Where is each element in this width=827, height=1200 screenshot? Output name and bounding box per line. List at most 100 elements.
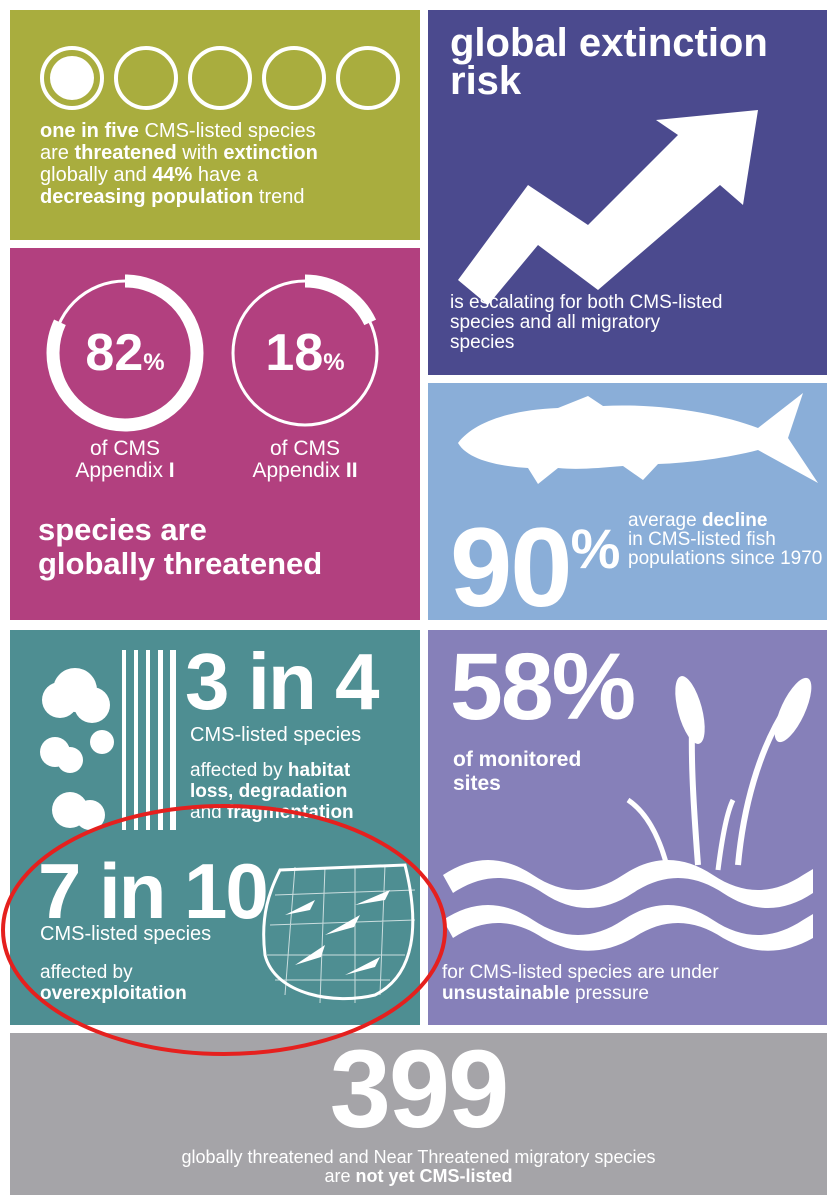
percent: 82: [85, 324, 143, 382]
text-line: loss, degradation: [190, 781, 354, 802]
text-line: overexploitation: [40, 983, 187, 1004]
forest-icon: [10, 650, 185, 860]
bold-text: not yet CMS-listed: [356, 1166, 513, 1186]
infographic: one in five CMS-listed speciesare threat…: [0, 0, 827, 1200]
text: Appendix: [252, 459, 345, 482]
tree: [57, 747, 83, 773]
unit: %: [143, 349, 164, 376]
text-line: one in five CMS-listed species: [40, 120, 318, 142]
panel-text: for CMS-listed species are underunsustai…: [442, 962, 719, 1004]
text: affected by: [40, 962, 133, 983]
bold-text: species are: [38, 512, 207, 547]
text: is escalating for both CMS-listed: [450, 292, 722, 313]
circle: [338, 48, 398, 108]
text: average: [628, 510, 702, 531]
unit: %: [323, 349, 344, 376]
text-line: are not yet CMS-listed: [10, 1167, 827, 1186]
tree: [90, 730, 114, 754]
bold-text: 44%: [152, 164, 192, 186]
bold-text: decline: [702, 510, 767, 531]
cattail: [767, 673, 818, 747]
text-line: of CMS: [45, 438, 205, 460]
text: globally and: [40, 164, 152, 186]
panel-text: is escalating for both CMS-listedspecies…: [450, 293, 722, 353]
bold-text: overexploitation: [40, 983, 187, 1004]
circle: [116, 48, 176, 108]
panel-text: average declinein CMS-listed fishpopulat…: [628, 511, 822, 568]
bold-text: habitat: [288, 760, 350, 781]
text-line: of CMS: [225, 438, 385, 460]
headline: 3 in 4: [185, 642, 378, 722]
habitat-panel: 3 in 4 CMS-listed species affected by ha…: [10, 630, 420, 1025]
circle: [190, 48, 250, 108]
bar: [122, 650, 126, 830]
subhead: CMS-listed species: [190, 724, 361, 747]
bold-text: decreasing population: [40, 186, 253, 208]
text-line: populations since 1970: [628, 549, 822, 568]
tree: [75, 800, 105, 830]
text-line: affected by habitat: [190, 760, 354, 781]
cattail: [669, 673, 710, 747]
text: for CMS-listed species are under: [442, 962, 719, 983]
five-circles: [10, 10, 420, 120]
text-line: affected by: [40, 962, 187, 983]
text-line: and fragmentation: [190, 802, 354, 823]
panel-text: globally threatened and Near Threatened …: [10, 1148, 827, 1186]
text: and: [190, 802, 227, 823]
wave: [443, 860, 813, 908]
risk-title: global extinction risk: [450, 24, 768, 100]
bold-text: loss, degradation: [190, 781, 347, 802]
text: trend: [253, 186, 304, 208]
title-line: global extinction: [450, 24, 768, 62]
bold-text: extinction: [223, 142, 317, 164]
text: CMS-listed species: [139, 120, 316, 142]
text: are: [324, 1166, 355, 1186]
fish-number: 90%: [450, 493, 618, 620]
fish-icon: [428, 388, 827, 498]
percent: 18: [265, 324, 323, 382]
arrow-shape: [458, 110, 758, 305]
ring-number: 82%: [45, 323, 205, 383]
text: in CMS-listed fish: [628, 529, 776, 550]
headline: 399: [10, 1035, 827, 1145]
text: of CMS: [270, 437, 340, 460]
fish-shape: [458, 393, 818, 484]
text: pressure: [570, 983, 649, 1004]
circle-fill: [50, 56, 94, 100]
text-line: globally threatened and Near Threatened …: [10, 1148, 827, 1167]
number: 90: [450, 505, 571, 620]
text: populations since 1970: [628, 548, 822, 569]
text-line: globally threatened: [38, 547, 322, 581]
text-line: average decline: [628, 511, 822, 530]
bold-text: globally threatened: [38, 546, 322, 581]
text-line: species: [450, 333, 722, 353]
bold-text: fragmentation: [227, 802, 354, 823]
net-icon: [255, 855, 420, 1005]
text: of CMS: [90, 437, 160, 460]
bold-text: I: [169, 459, 175, 482]
text-line: decreasing population trend: [40, 186, 318, 208]
text: are: [40, 142, 74, 164]
text: have a: [192, 164, 258, 186]
headline: 7 in 10: [38, 852, 267, 930]
text-line: for CMS-listed species are under: [442, 962, 719, 983]
waves-icon: [428, 855, 827, 955]
ring-number: 18%: [225, 323, 385, 383]
ring-label: of CMSAppendix II: [225, 438, 385, 482]
text-line: Appendix I: [45, 460, 205, 482]
text: Appendix: [75, 459, 168, 482]
unit: %: [571, 517, 619, 580]
tree: [74, 687, 110, 723]
subhead: CMS-listed species: [40, 923, 211, 946]
text: species: [450, 332, 514, 353]
bar: [158, 650, 163, 830]
bold-text: II: [346, 459, 358, 482]
unlisted-panel: 399 globally threatened and Near Threate…: [10, 1033, 827, 1195]
text: species and all migratory: [450, 312, 660, 333]
